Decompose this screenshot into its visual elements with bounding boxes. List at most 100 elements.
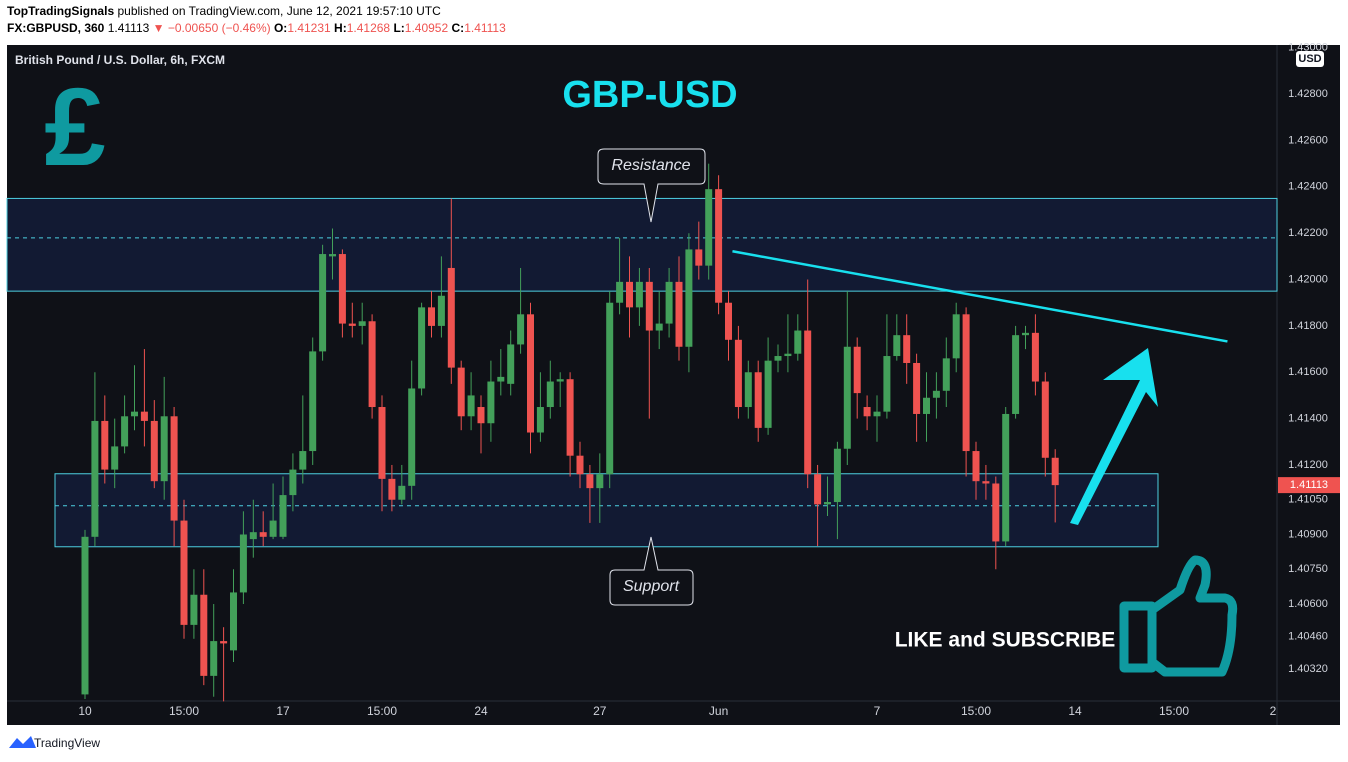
candle-body bbox=[705, 189, 713, 266]
candle-body bbox=[230, 592, 237, 651]
candle-body bbox=[487, 381, 495, 424]
candle-body bbox=[220, 641, 228, 644]
candle-body bbox=[952, 314, 960, 359]
candle-body bbox=[160, 416, 168, 482]
plot bbox=[6, 163, 1278, 702]
change: ▼ −0.00650 (−0.46%) bbox=[153, 21, 271, 35]
candle-body bbox=[91, 420, 99, 537]
candle-body bbox=[883, 356, 891, 412]
candle-body bbox=[784, 353, 792, 357]
y-tick-label: 1.42600 bbox=[1288, 134, 1328, 146]
candle-body bbox=[180, 520, 188, 625]
x-tick-label: 15:00 bbox=[961, 704, 991, 718]
y-tick-label: 1.43000 bbox=[1288, 42, 1328, 54]
candle-body bbox=[279, 495, 287, 537]
y-tick-label: 1.41200 bbox=[1288, 459, 1328, 471]
x-tick-label: 24 bbox=[474, 704, 488, 718]
candle-body bbox=[101, 420, 109, 470]
h: 1.41268 bbox=[347, 21, 391, 35]
y-tick-label: 1.42800 bbox=[1288, 88, 1328, 100]
l: 1.40952 bbox=[405, 21, 449, 35]
candle-body bbox=[923, 397, 930, 414]
x-tick-label: 10 bbox=[78, 704, 92, 718]
candle-body bbox=[645, 281, 653, 331]
callout-box bbox=[597, 148, 706, 223]
candle-body bbox=[744, 372, 752, 408]
candle-body bbox=[269, 520, 277, 537]
candle-body bbox=[843, 346, 851, 449]
candle-body bbox=[398, 485, 406, 500]
candle-body bbox=[150, 420, 158, 482]
candle-body bbox=[239, 534, 247, 593]
candle-body bbox=[348, 323, 356, 326]
zone bbox=[6, 197, 1278, 292]
candle-body bbox=[170, 416, 178, 521]
last-price-box bbox=[1278, 477, 1340, 494]
y-tick-label: 1.40600 bbox=[1288, 598, 1328, 610]
candle-body bbox=[606, 302, 614, 475]
candle-body bbox=[289, 469, 297, 496]
candle-body bbox=[131, 411, 138, 417]
footer-brand: TradingView bbox=[34, 736, 100, 750]
candle-body bbox=[903, 335, 911, 363]
thumbs-up-icon bbox=[1119, 555, 1238, 677]
candle-body bbox=[982, 481, 990, 484]
y-tick-label: 1.41600 bbox=[1288, 366, 1328, 378]
candle-body bbox=[665, 281, 673, 324]
last-price-label: 1.41113 bbox=[1290, 479, 1328, 491]
candle-body bbox=[932, 390, 940, 398]
candle-body bbox=[546, 381, 554, 408]
candle-body bbox=[309, 351, 317, 452]
author: TopTradingSignals bbox=[7, 4, 114, 18]
pound-icon: £ bbox=[44, 66, 105, 189]
candle-body bbox=[517, 314, 525, 345]
candle-body bbox=[873, 411, 881, 417]
candle-body bbox=[794, 330, 802, 354]
candle-body bbox=[368, 321, 376, 408]
support-callout: Support bbox=[609, 536, 694, 606]
trendline bbox=[732, 250, 1228, 343]
candle-body bbox=[685, 249, 693, 347]
candle-body bbox=[527, 314, 534, 433]
candle-body bbox=[635, 281, 643, 308]
candle-body bbox=[259, 532, 267, 537]
candle-body bbox=[428, 307, 435, 326]
candle-body bbox=[408, 388, 416, 486]
candle-body bbox=[81, 536, 89, 695]
candle-body bbox=[447, 267, 455, 368]
candle-body bbox=[804, 330, 812, 475]
x-tick-label: 7 bbox=[874, 704, 881, 718]
candle-body bbox=[942, 358, 950, 391]
candle-body bbox=[962, 314, 970, 452]
chart-title: GBP-USD bbox=[562, 74, 737, 116]
candle-body bbox=[586, 474, 594, 489]
symbol: FX:GBPUSD, 360 bbox=[7, 21, 105, 35]
y-tick-label: 1.40900 bbox=[1288, 528, 1328, 540]
l-label: L: bbox=[393, 21, 404, 35]
candle-body bbox=[774, 356, 782, 361]
currency: USD bbox=[1298, 53, 1321, 65]
arrow bbox=[1070, 348, 1158, 525]
candle-body bbox=[893, 335, 901, 357]
thumb-hand bbox=[1147, 555, 1238, 677]
y-tick-label: 1.42000 bbox=[1288, 273, 1328, 285]
o: 1.41231 bbox=[287, 21, 331, 35]
x-tick-label: 15:00 bbox=[367, 704, 397, 718]
x-tick-label: 17 bbox=[276, 704, 290, 718]
candle-body bbox=[111, 446, 119, 470]
candle-body bbox=[507, 344, 515, 384]
candle-body bbox=[299, 451, 307, 470]
x-tick-label: 2 bbox=[1270, 704, 1277, 718]
candle-body bbox=[596, 474, 604, 489]
y-tick-label: 1.42400 bbox=[1288, 181, 1328, 193]
o-label: O: bbox=[274, 21, 287, 35]
candle-body bbox=[734, 339, 742, 408]
y-tick-label: 1.42200 bbox=[1288, 227, 1328, 239]
candle-body bbox=[1041, 381, 1049, 458]
resistance-callout: Resistance bbox=[597, 148, 706, 223]
chart-subtitle: British Pound / U.S. Dollar, 6h, FXCM bbox=[15, 53, 225, 67]
ohlc-line: FX:GBPUSD, 360 1.41113 ▼ −0.00650 (−0.46… bbox=[7, 21, 506, 35]
candle-body bbox=[626, 281, 633, 308]
candle-body bbox=[824, 502, 831, 505]
candle-body bbox=[1031, 332, 1039, 382]
